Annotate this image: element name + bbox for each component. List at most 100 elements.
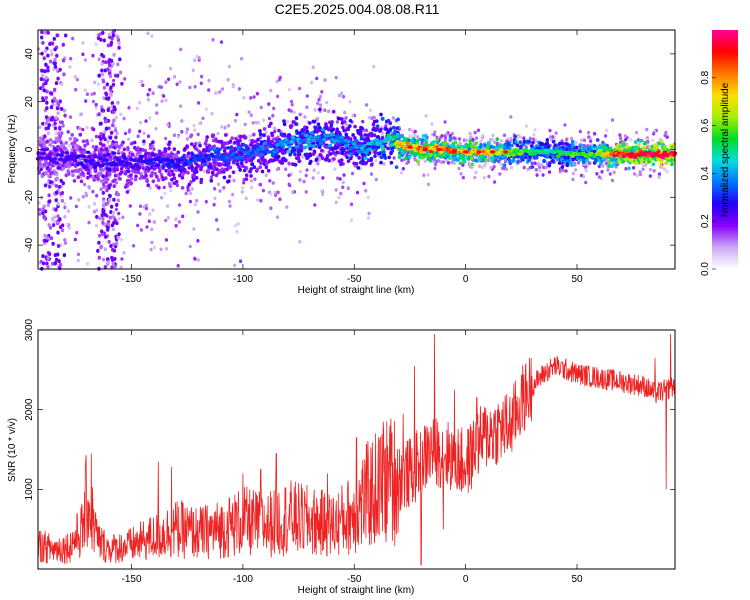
spectrogram-point [109,85,113,90]
spectrogram-point [150,34,154,38]
spectrogram-point [63,238,67,242]
spectrogram-point [169,188,173,193]
spectrogram-point [660,155,666,160]
spectrogram-point [40,68,44,73]
spectrogram-point [538,169,542,173]
spectrogram-point [215,167,219,172]
spectrogram-point [332,157,336,161]
spectrogram-point [317,97,321,102]
spectrogram-point [62,253,67,258]
spectrogram-point [619,136,623,140]
spectrogram-point [331,146,335,151]
spectrogram-point [196,258,200,262]
spectrogram-point [106,43,111,48]
spectrogram-point [296,152,301,157]
spectrogram-point [246,153,251,158]
spectrogram-point [582,174,586,179]
spectrogram-point [597,164,601,169]
spectrogram-point [264,162,269,166]
spectrogram-point [663,133,667,138]
spectrogram-point [107,32,112,37]
spectrogram-point [196,132,200,137]
spectrogram-point [367,211,371,216]
spectrogram-point [68,65,72,69]
spectrogram-point [131,153,135,157]
spectrogram-point [476,150,482,154]
spectrogram-point [493,180,497,184]
spectrogram-point [207,78,211,83]
spectrogram-point [38,139,42,144]
spectrogram-point [152,245,156,250]
spectrogram-point [49,117,54,122]
spectrogram-point [376,135,381,139]
spectrogram-point [54,81,59,86]
spectrogram-point [375,119,379,123]
spectrogram-point [624,167,628,171]
spectrogram-point [219,40,224,44]
spectrogram-point [356,166,361,170]
spectrogram-point [287,173,291,178]
spectrogram-point [240,152,244,157]
spectrogram-point [196,163,200,168]
spectrogram-point [555,154,561,158]
spectrogram-point [524,124,529,128]
spectrogram-point [252,165,257,170]
spectrogram-point [357,141,362,146]
colorbar-label: Normalized spectral amplitude [720,82,731,217]
spectrogram-point [234,136,238,141]
spectrogram-point [55,153,61,157]
spectrogram-point [565,137,569,142]
spectrogram-point [214,173,219,178]
spectrogram-point [415,139,420,144]
spectrogram-point [313,203,317,207]
spectrogram-point [258,132,263,137]
spectrogram-point [139,228,143,232]
spectrogram-point [450,160,454,165]
spectrogram-point [303,115,307,119]
spectrogram-point [81,41,85,45]
spectrogram-point [100,163,105,167]
spectrogram-point [47,174,51,178]
spectrogram-point [298,112,302,117]
spectrogram-point [168,140,172,145]
spectrogram-point [368,108,373,113]
spectrogram-point [54,184,59,188]
spectrogram-point [94,102,98,107]
spectrogram-point [188,244,192,249]
spectrogram-point [341,94,346,99]
spectrogram-point [81,52,85,57]
spectrogram-point [61,143,65,147]
spectrogram-point [38,161,42,165]
spectrogram-point [193,85,197,89]
spectrogram-point [468,164,472,169]
spectrogram-point [316,116,320,121]
spectrogram-point [41,84,45,89]
spectrogram-point [60,150,65,154]
spectrogram-point [643,140,647,145]
spectrogram-point [308,153,313,158]
spectrogram-point [101,216,105,221]
spectrogram-point [153,171,158,176]
spectrogram-point [652,169,656,173]
spectrogram-point [115,221,119,226]
spectrogram-point [111,33,116,38]
spectrogram-point [196,239,200,243]
spectrogram-point [366,195,370,200]
spectrogram-point [334,200,338,205]
spectrogram-point [538,165,542,170]
spectrogram-point [227,179,231,184]
spectrogram-point [510,143,514,148]
spectrogram-point [79,179,84,184]
spectrogram-point [240,190,244,194]
spectrogram-point [94,42,98,47]
spectrogram-point [146,92,150,97]
spectrogram-point [339,191,343,196]
spectrogram-point [349,145,355,150]
spectrogram-point [107,59,111,64]
spectrogram-y-tick-label: 0 [24,146,35,152]
spectrogram-point [108,215,113,220]
spectrogram-point [46,264,50,269]
colorbar-tick-label: 0.4 [700,166,711,180]
spectrogram-point [150,171,154,175]
spectrogram-point [157,185,161,190]
